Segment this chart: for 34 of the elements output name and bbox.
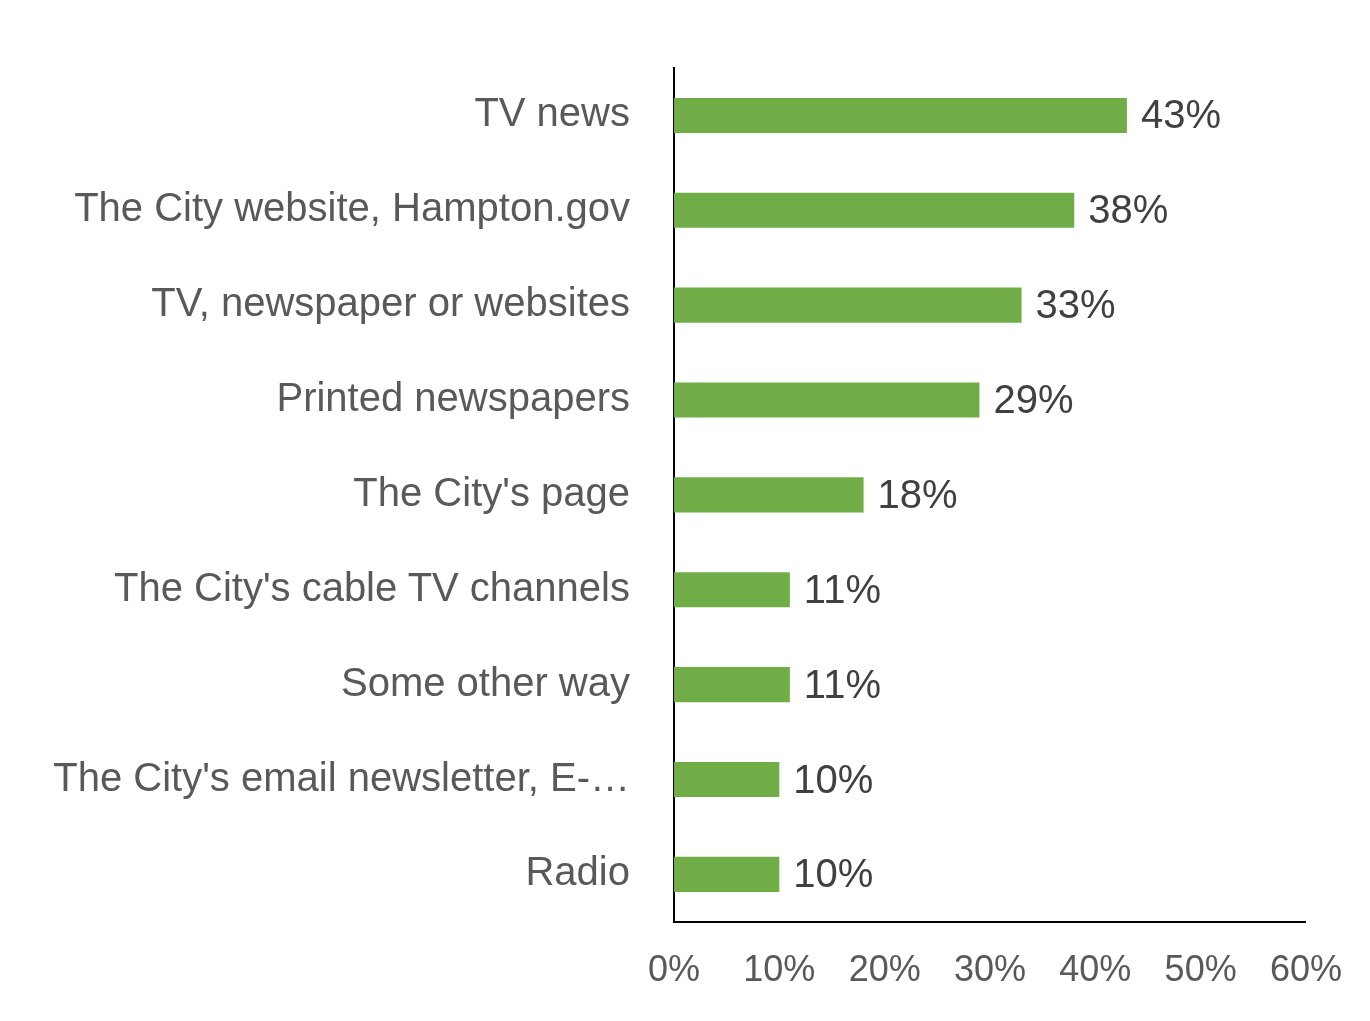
y-tick-label: Radio — [525, 849, 630, 894]
bar — [674, 761, 780, 798]
x-tick-label: 10% — [743, 948, 816, 990]
y-tick-label: The City website, Hampton.gov — [74, 185, 630, 230]
y-tick-label: The City's email newsletter, E-… — [53, 754, 630, 799]
y-tick-label: TV news — [474, 90, 630, 135]
bar — [674, 192, 1075, 228]
bar — [674, 97, 1127, 133]
data-label: 11% — [803, 661, 881, 706]
y-tick-label: The City's page — [353, 469, 630, 514]
data-label: 29% — [993, 377, 1074, 422]
x-tick-label: 30% — [953, 948, 1027, 990]
y-tick-label: The City's cable TV channels — [113, 564, 630, 609]
y-tick-label: TV, newspaper or websites — [151, 280, 630, 325]
y-tick-label: Printed newspapers — [276, 375, 630, 420]
bar — [674, 477, 864, 513]
x-tick-label: 0% — [647, 948, 701, 990]
bar — [674, 667, 790, 703]
data-label: 10% — [793, 756, 874, 801]
bar — [674, 572, 790, 608]
x-tick-label: 40% — [1059, 948, 1132, 990]
x-tick-label: 50% — [1164, 948, 1237, 990]
bar — [674, 287, 1022, 323]
x-tick-label: 20% — [848, 948, 921, 990]
data-label: 10% — [793, 851, 874, 896]
data-label: 18% — [877, 471, 958, 516]
data-label: 33% — [1035, 282, 1116, 327]
data-label: 38% — [1088, 187, 1169, 232]
data-label: 11% — [803, 566, 881, 611]
data-label: 43% — [1140, 92, 1221, 137]
y-tick-label: Some other way — [340, 659, 630, 704]
bar — [674, 856, 780, 892]
bar — [674, 382, 980, 418]
x-tick-label: 60% — [1269, 948, 1342, 990]
